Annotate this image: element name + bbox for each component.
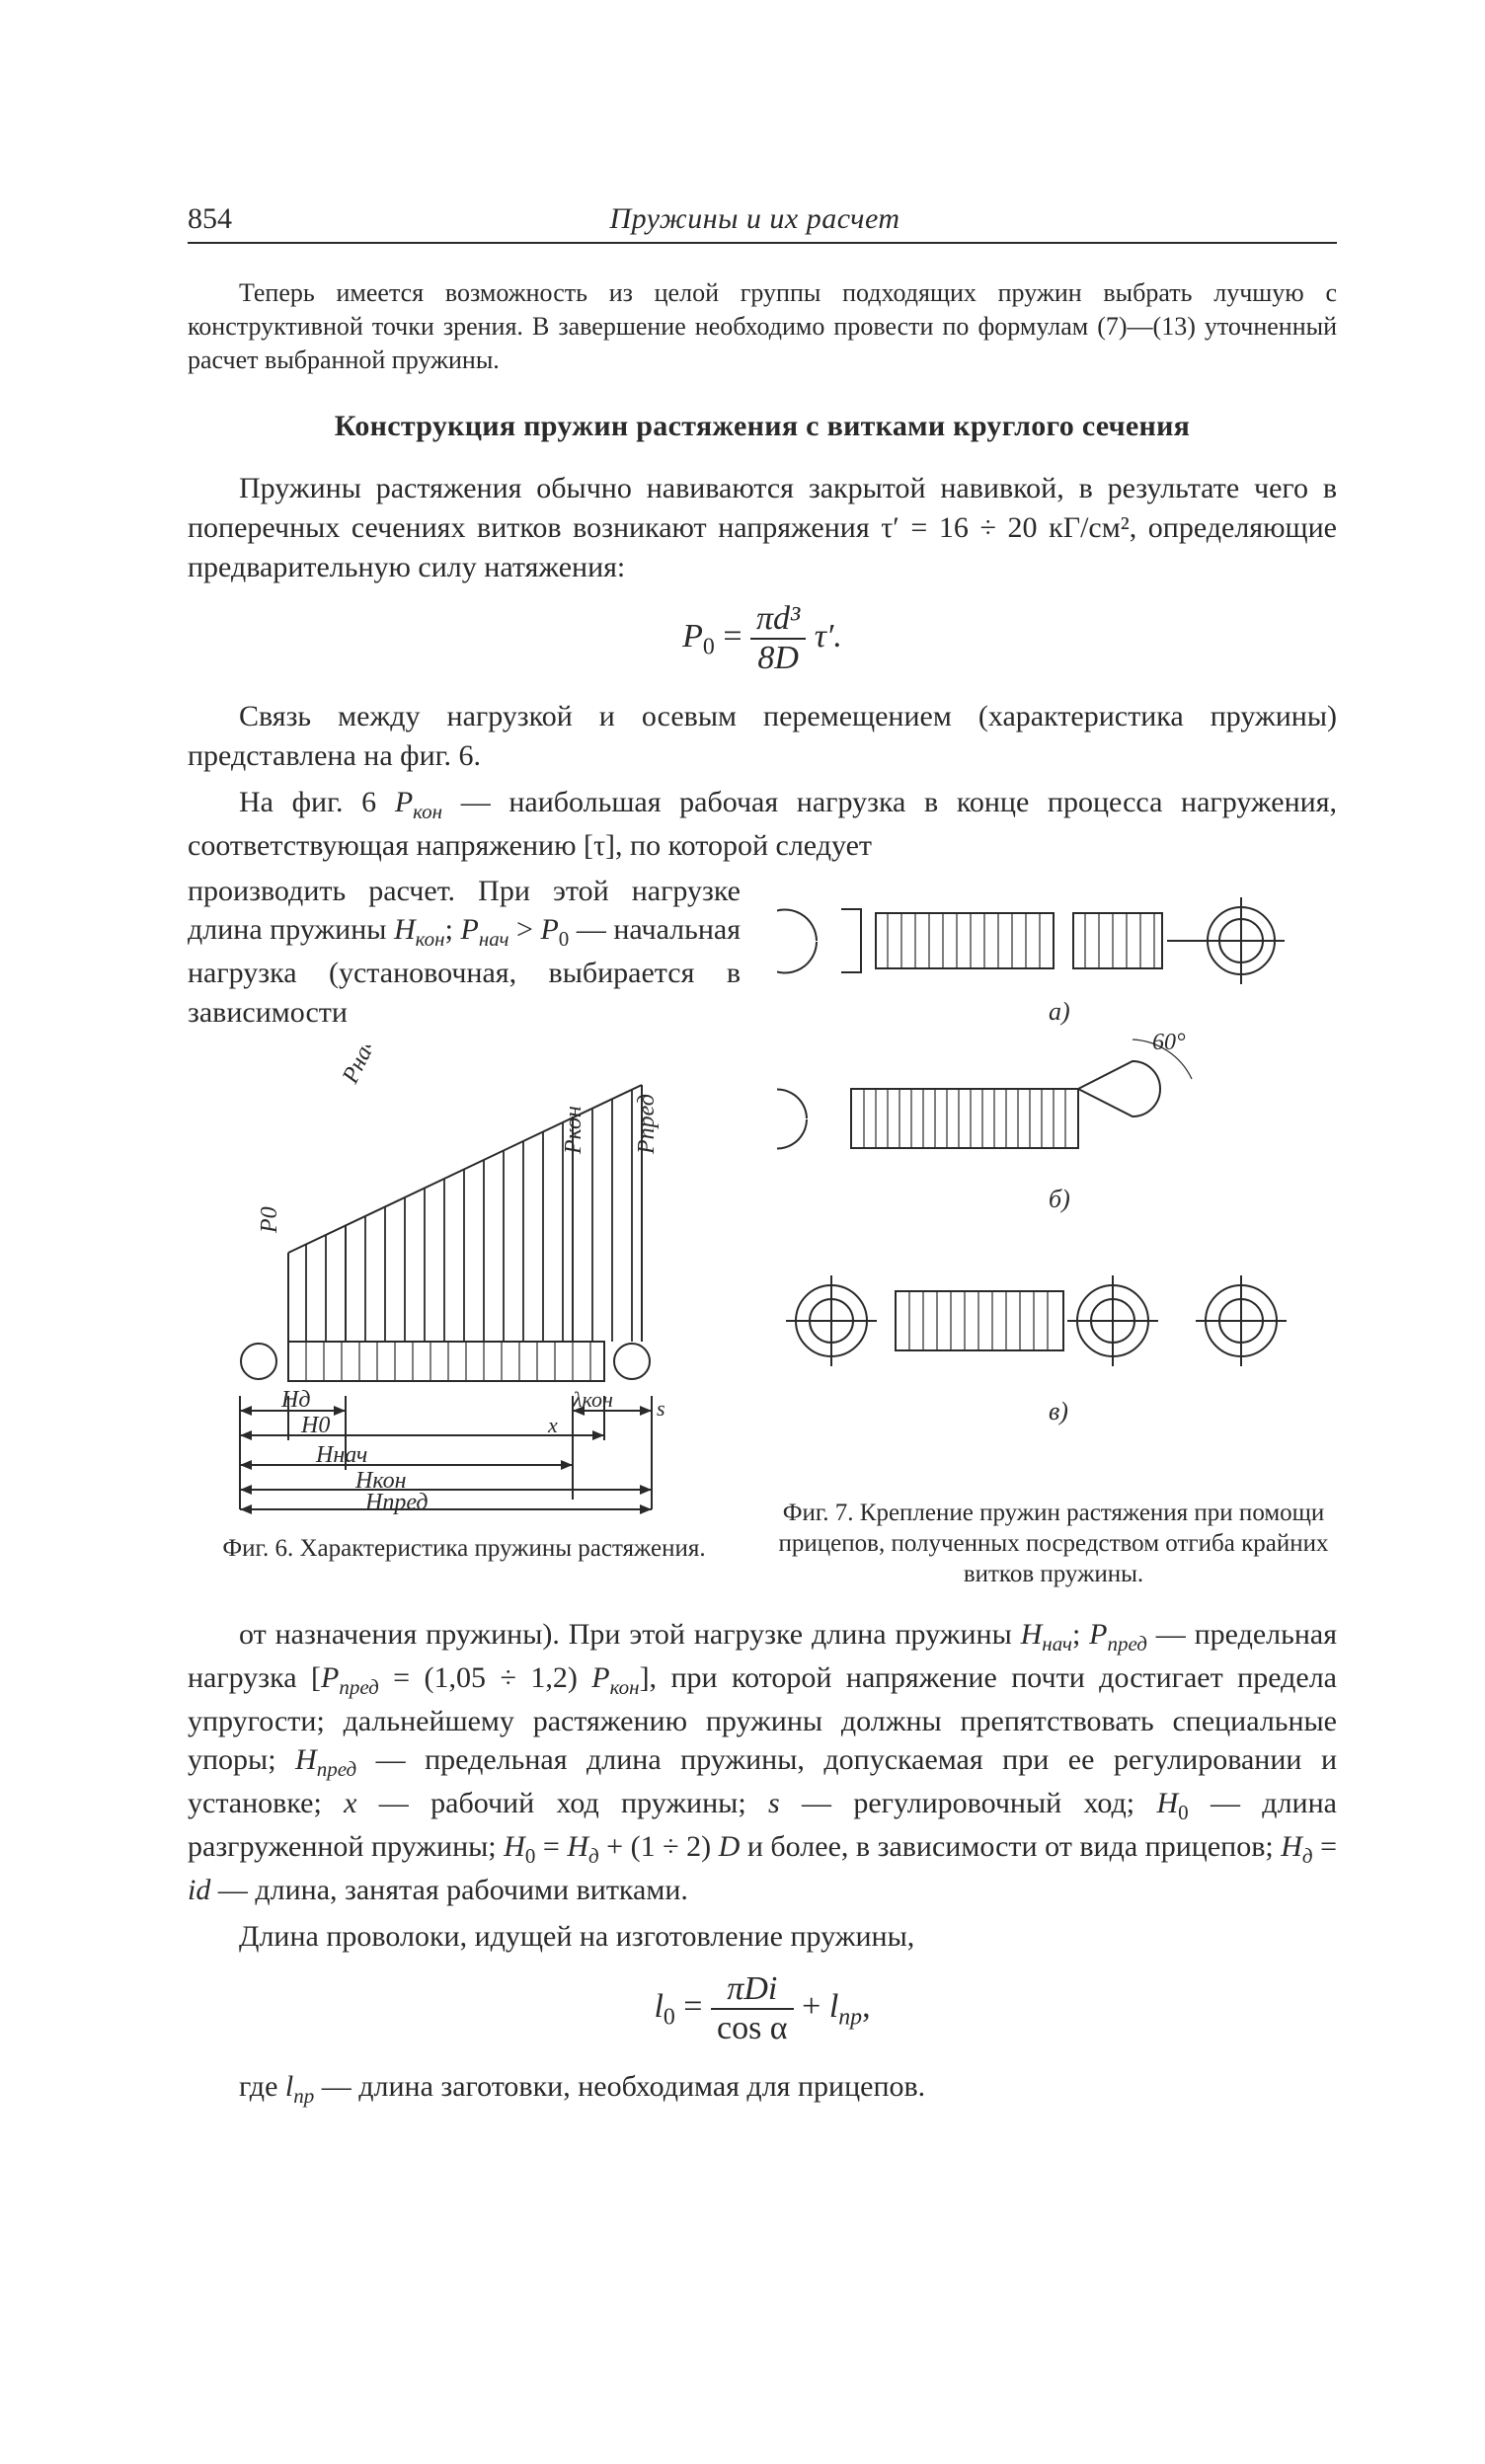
paragraph-1: Пружины растяжения обычно навиваются зак…: [188, 469, 1337, 586]
fig7-row-c: в): [1049, 1397, 1068, 1425]
fig6-lbl-P0: P0: [257, 1207, 282, 1235]
figure-7-caption: Фиг. 7. Крепление пружин растяжения при …: [770, 1498, 1337, 1590]
formula-fraction: πd³8D: [750, 600, 806, 677]
section-heading: Конструкция пружин растяжения с витками …: [188, 410, 1337, 443]
figure-6-caption: Фиг. 6. Характеристика пружины растяжени…: [222, 1533, 705, 1564]
formula2-plus: +: [794, 1988, 829, 2025]
formula-den: 8D: [750, 640, 806, 677]
formula2-tail: l: [829, 1988, 838, 2025]
formula2-tail-sub: пр: [838, 2004, 862, 2030]
formula-tail: τ′.: [806, 618, 842, 654]
paragraph-6: где lпр — длина заготовки, необходимая д…: [188, 2067, 1337, 2111]
formula-eq: =: [715, 618, 750, 654]
paragraph-3b: производить расчет. При этой нагрузке дл…: [188, 872, 741, 1033]
figure-7: а) 60°: [770, 872, 1337, 1590]
figure-6-svg: Pнач P0 Pкон Pпред: [207, 1045, 721, 1519]
fig7-angle: 60°: [1152, 1030, 1186, 1055]
formula-num: πd³: [750, 600, 806, 640]
formula2-fraction: πDicos α: [711, 1970, 794, 2047]
fig6-lbl-Ppred: Pпред: [634, 1094, 660, 1155]
formula2-lhs-sub: 0: [664, 2004, 675, 2030]
paragraph-3a-text: На фиг. 6 Pкон — наибольшая рабочая нагр…: [188, 786, 1337, 862]
page: 854 Пружины и их расчет Теперь имеется в…: [0, 0, 1485, 2464]
formula2-lhs: l: [654, 1988, 663, 2025]
figure-7-svg: а) 60°: [777, 872, 1330, 1484]
paragraph-5: Длина проволоки, идущей на изготовление …: [188, 1917, 1337, 1957]
formula-p0: P0 = πd³8D τ′.: [188, 600, 1337, 677]
fig6-lbl-Hd: Hд: [280, 1387, 310, 1413]
formula2-end: ,: [862, 1988, 871, 2025]
fig6-lbl-Pnach: Pнач: [338, 1045, 383, 1089]
fig7-row-a: а): [1049, 997, 1070, 1026]
fig6-lbl-Hpred: Hпред: [364, 1490, 429, 1515]
fig6-lbl-lamkon: λкон: [572, 1387, 613, 1412]
paragraph-3a: На фиг. 6 Pкон — наибольшая рабочая нагр…: [188, 783, 1337, 865]
right-column: а) 60°: [770, 872, 1337, 1590]
formula2-num: πDi: [711, 1970, 794, 2010]
fig6-lbl-Hnach: Hнач: [315, 1442, 367, 1468]
fig6-lbl-Pkon: Pкон: [561, 1106, 586, 1155]
fig6-lbl-H0: H0: [300, 1413, 330, 1438]
formula-lhs-sub: 0: [703, 635, 715, 660]
formula2-eq: =: [675, 1988, 711, 2025]
formula-l0: l0 = πDicos α + lпр,: [188, 1970, 1337, 2047]
fig7-row-b: б): [1049, 1185, 1070, 1213]
content: Теперь имеется возможность из целой груп…: [188, 276, 1337, 2118]
figure-row: производить расчет. При этой нагрузке дл…: [188, 872, 1337, 1590]
running-title: Пружины и их расчет: [232, 202, 1278, 236]
fig6-lbl-x: x: [547, 1413, 558, 1437]
fig6-lbl-s: s: [657, 1396, 665, 1421]
paragraph-4: от назначения пружины). При этой нагрузк…: [188, 1615, 1337, 1909]
formula-lhs: P: [682, 618, 703, 654]
formula2-den: cos α: [711, 2010, 794, 2047]
paragraph-2: Связь между нагрузкой и осевым перемещен…: [188, 697, 1337, 775]
figure-6: Pнач P0 Pкон Pпред: [188, 1045, 741, 1564]
page-number: 854: [188, 202, 232, 236]
running-head: 854 Пружины и их расчет: [188, 202, 1337, 244]
intro-paragraph: Теперь имеется возможность из целой груп…: [188, 276, 1337, 376]
left-column: производить расчет. При этой нагрузке дл…: [188, 872, 741, 1590]
